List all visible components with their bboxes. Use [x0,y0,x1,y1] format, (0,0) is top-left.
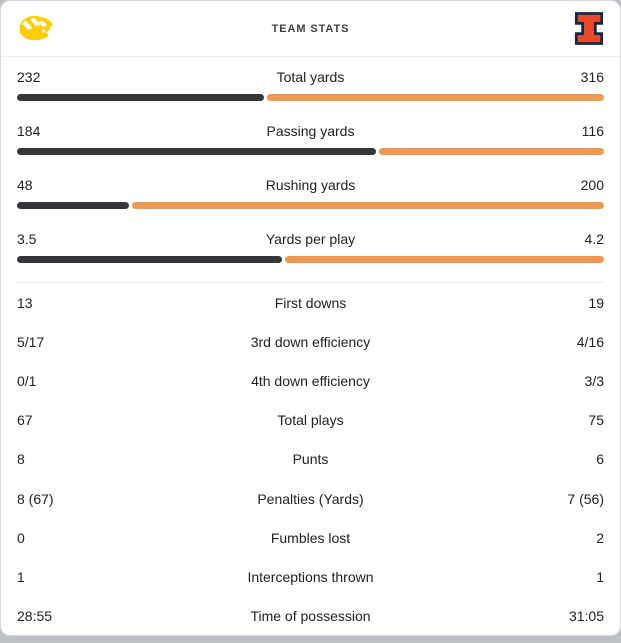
stat-label: Total plays [277,412,344,429]
away-value: 2 [596,529,604,546]
home-value: 232 [17,69,41,85]
illinois-logo [574,11,604,46]
bar-stat-texts: 232 Total yards 316 [17,57,604,87]
away-value: 7 (56) [567,490,604,507]
list-stat-row: 67 Total plays 75 [1,401,620,440]
iowa-hawkeyes-logo [17,14,55,44]
home-value: 48 [17,177,33,193]
home-bar [17,256,283,263]
bar-stat-texts: 3.5 Yards per play 4.2 [17,219,604,249]
bar-stat-row: 184 Passing yards 116 [1,111,620,165]
comparison-bar [17,202,604,209]
list-stat-row: 8 Punts 6 [1,440,620,479]
home-bar [17,202,130,209]
bar-stat-row: 48 Rushing yards 200 [1,165,620,219]
bar-stat-texts: 184 Passing yards 116 [17,111,604,141]
list-stat-row: 8 (67) Penalties (Yards) 7 (56) [1,479,620,518]
away-value: 75 [588,412,604,429]
stat-label: 4th down efficiency [251,373,370,390]
home-value: 28:55 [17,608,53,625]
away-value: 1 [596,569,604,586]
away-value: 200 [580,177,604,193]
list-stat-row: 5/17 3rd down efficiency 4/16 [1,322,620,361]
team-stats-header: TEAM STATS [1,1,620,57]
list-stats-section: 13 First downs 19 5/17 3rd down efficien… [1,283,620,635]
stat-label: Punts [292,451,329,468]
panel-title: TEAM STATS [271,22,350,35]
stat-label: Penalties (Yards) [257,490,364,507]
bar-stats-section: 232 Total yards 316 184 Passing yards 11… [1,57,620,282]
home-value: 1 [17,569,25,586]
stat-label: First downs [274,294,347,311]
list-stat-row: 1 Interceptions thrown 1 [1,558,620,597]
away-bar [132,202,604,209]
away-bar [378,148,604,155]
stat-label: 3rd down efficiency [250,333,371,350]
home-value: 8 [17,451,25,468]
away-value: 19 [588,294,604,311]
home-value: 0 [17,529,25,546]
away-bar [285,256,604,263]
section-divider [17,282,604,283]
list-stat-row: 28:55 Time of possession 31:05 [1,597,620,635]
away-value: 4/16 [576,333,604,350]
bar-stat-row: 3.5 Yards per play 4.2 [1,219,620,273]
stat-label: Time of possession [250,608,371,625]
home-value: 8 (67) [17,490,54,507]
stat-label: Total yards [276,69,345,85]
comparison-bar [17,256,604,263]
away-value: 316 [580,69,604,85]
away-bar [267,94,604,101]
tigerhawk-icon [19,15,53,40]
bar-stat-texts: 48 Rushing yards 200 [17,165,604,195]
stat-label: Passing yards [266,123,355,139]
stat-label: Rushing yards [265,177,356,193]
bar-stat-row: 232 Total yards 316 [1,57,620,111]
away-value: 116 [581,123,604,139]
home-value: 5/17 [17,333,45,350]
home-bar [17,94,265,101]
home-value: 67 [17,412,33,429]
home-value: 0/1 [17,373,37,390]
comparison-bar [17,94,604,101]
comparison-bar [17,148,604,155]
home-value: 3.5 [17,231,37,247]
stat-label: Yards per play [265,231,356,247]
away-value: 4.2 [584,231,604,247]
list-stat-row: 0 Fumbles lost 2 [1,518,620,557]
home-value: 184 [17,123,41,139]
away-value: 31:05 [568,608,604,625]
away-value: 3/3 [584,373,604,390]
stat-label: Fumbles lost [270,529,351,546]
away-value: 6 [596,451,604,468]
list-stat-row: 0/1 4th down efficiency 3/3 [1,361,620,400]
stat-label: Interceptions thrown [247,569,374,586]
list-stat-row: 13 First downs 19 [1,283,620,322]
home-value: 13 [17,294,33,311]
block-i-icon [574,12,604,45]
home-bar [17,148,376,155]
